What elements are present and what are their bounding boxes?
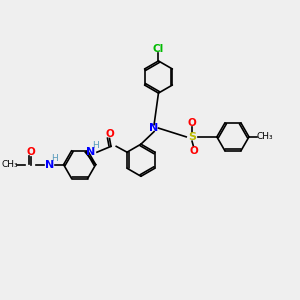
Text: O: O: [189, 146, 198, 156]
Text: H: H: [92, 141, 99, 150]
Text: N: N: [45, 160, 54, 170]
Text: CH₃: CH₃: [1, 160, 18, 169]
Text: CH₃: CH₃: [257, 132, 273, 141]
Text: O: O: [105, 129, 114, 139]
Text: H: H: [51, 154, 58, 163]
Text: N: N: [149, 123, 159, 133]
Text: O: O: [188, 118, 197, 128]
Text: O: O: [26, 147, 35, 157]
Text: Cl: Cl: [153, 44, 164, 54]
Text: N: N: [86, 147, 95, 157]
Text: S: S: [188, 132, 196, 142]
